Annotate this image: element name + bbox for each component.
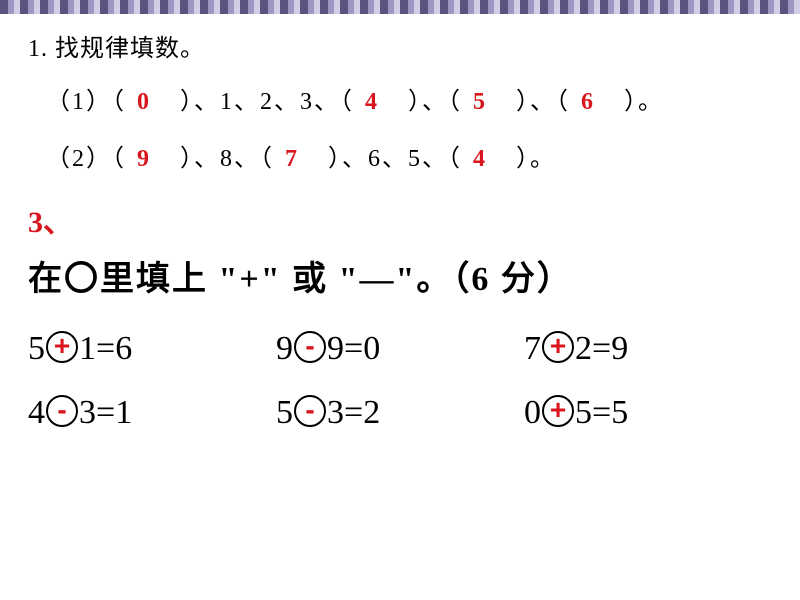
result: 0 xyxy=(363,330,380,367)
operand-b: 2 xyxy=(575,330,592,367)
operator-sign: + xyxy=(550,396,566,424)
equals-sign: = xyxy=(96,330,115,367)
operator-circle: + xyxy=(542,395,574,427)
result: 1 xyxy=(115,394,132,431)
equals-sign: = xyxy=(592,330,611,367)
q1-sequences: （1）（ 0 ）、1、2、3、（ 4 ）、（ 5 ）、（ 6 ）。 （2）（ 9 … xyxy=(28,81,772,173)
operator-sign: - xyxy=(57,396,66,424)
equation: 7 +2=9 xyxy=(524,330,772,368)
result: 9 xyxy=(611,330,628,367)
answer-blank: 4 xyxy=(470,146,490,173)
operand-b: 1 xyxy=(79,330,96,367)
result: 5 xyxy=(611,394,628,431)
answer-blank: 6 xyxy=(578,89,598,116)
operator-sign: - xyxy=(305,332,314,360)
q1-heading: 1. 找规律填数。 xyxy=(28,28,772,63)
operand-b: 3 xyxy=(327,394,344,431)
operator-circle: - xyxy=(46,395,78,427)
result: 6 xyxy=(115,330,132,367)
q1-title-text: 找规律填数。 xyxy=(55,36,205,62)
answer-blank: 0 xyxy=(134,89,154,116)
equals-sign: = xyxy=(96,394,115,431)
sequence-number: 8 xyxy=(220,146,234,172)
sequence-number: 3 xyxy=(300,89,314,115)
operator-sign: + xyxy=(54,332,70,360)
result: 2 xyxy=(363,394,380,431)
answer-blank: 4 xyxy=(362,89,382,116)
equals-sign: = xyxy=(592,394,611,431)
operand-a: 9 xyxy=(276,330,293,367)
answer-blank: 7 xyxy=(282,146,302,173)
sequence-number: 5 xyxy=(408,146,422,172)
row-label: （2） xyxy=(46,146,112,172)
page-content: 1. 找规律填数。 （1）（ 0 ）、1、2、3、（ 4 ）、（ 5 ）、（ 6… xyxy=(0,14,800,432)
sequence-number: 6 xyxy=(368,146,382,172)
sequence-number: 2 xyxy=(260,89,274,115)
operand-a: 5 xyxy=(28,330,45,367)
operand-a: 0 xyxy=(524,394,541,431)
operand-a: 4 xyxy=(28,394,45,431)
sequence-row: （2）（ 9 ）、8、（ 7 ）、6、5、（ 4 ）。 xyxy=(46,138,772,173)
equation: 5-3=2 xyxy=(276,394,524,432)
operand-a: 5 xyxy=(276,394,293,431)
equation: 5 +1=6 xyxy=(28,330,276,368)
operator-circle: - xyxy=(294,395,326,427)
operand-b: 3 xyxy=(79,394,96,431)
equation: 0 +5=5 xyxy=(524,394,772,432)
equals-sign: = xyxy=(344,394,363,431)
sequence-row: （1）（ 0 ）、1、2、3、（ 4 ）、（ 5 ）、（ 6 ）。 xyxy=(46,81,772,116)
operator-sign: + xyxy=(550,332,566,360)
answer-blank: 5 xyxy=(470,89,490,116)
q3-title: 在〇里填上 "+" 或 "—"。（6 分） xyxy=(28,251,772,300)
operand-b: 5 xyxy=(575,394,592,431)
q1-number: 1. xyxy=(28,36,48,62)
answer-blank: 9 xyxy=(134,146,154,173)
sequence-number: 1 xyxy=(220,89,234,115)
equals-sign: = xyxy=(344,330,363,367)
operand-a: 7 xyxy=(524,330,541,367)
equations-grid: 5+1=69-9=07+2=94-3=15-3=20+5=5 xyxy=(28,330,772,432)
q3-number: 3、 xyxy=(28,197,772,241)
equation: 9-9=0 xyxy=(276,330,524,368)
operator-circle: + xyxy=(46,331,78,363)
equation: 4-3=1 xyxy=(28,394,276,432)
operand-b: 9 xyxy=(327,330,344,367)
operator-circle: - xyxy=(294,331,326,363)
row-label: （1） xyxy=(46,89,112,115)
decorative-top-border xyxy=(0,0,800,14)
operator-circle: + xyxy=(542,331,574,363)
operator-sign: - xyxy=(305,396,314,424)
